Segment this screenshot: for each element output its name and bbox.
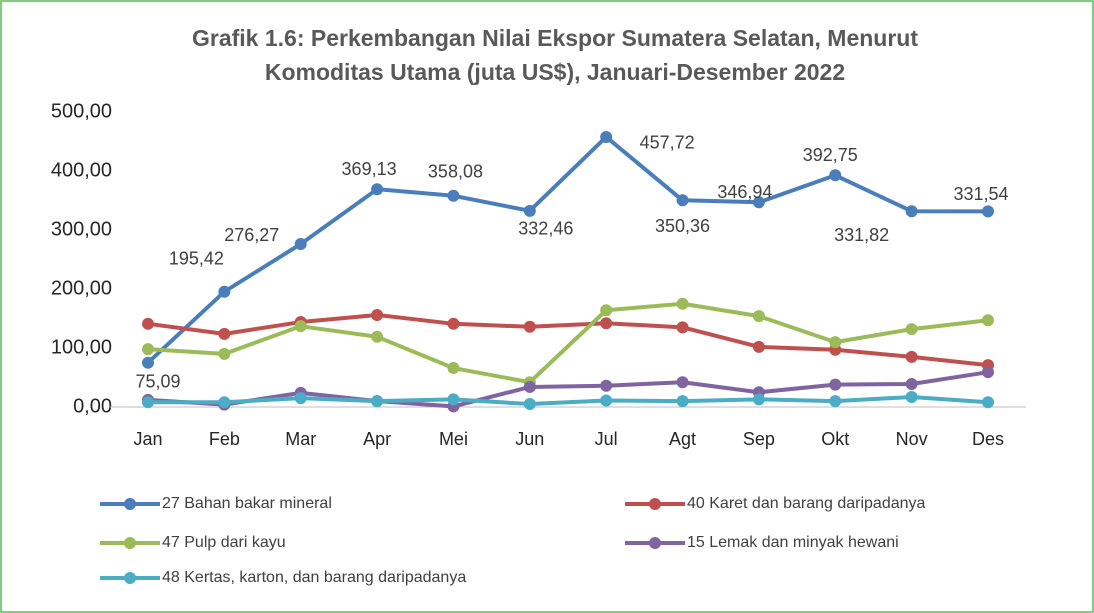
x-tick-label: Okt — [821, 429, 849, 449]
data-point — [447, 189, 460, 202]
data-point — [676, 297, 689, 310]
x-tick-label: Mei — [439, 429, 468, 449]
data-point — [523, 380, 536, 393]
data-point — [218, 327, 231, 340]
data-point — [142, 343, 154, 356]
data-label: 346,94 — [717, 182, 772, 202]
data-point — [371, 330, 384, 343]
data-label: 195,42 — [169, 248, 224, 268]
data-point — [294, 392, 307, 405]
legend-marker — [124, 572, 136, 584]
data-point — [294, 320, 307, 333]
x-tick-label: Nov — [896, 429, 928, 449]
data-point — [752, 196, 765, 209]
data-point — [676, 376, 689, 389]
legend-marker — [649, 498, 661, 510]
y-tick-label: 100,00 — [51, 336, 112, 358]
data-point — [371, 308, 384, 321]
series-line — [147, 370, 989, 409]
x-tick-label: Feb — [209, 429, 240, 449]
data-point — [523, 204, 536, 217]
data-point — [752, 310, 765, 323]
x-tick-label: Des — [972, 429, 1004, 449]
data-point — [905, 323, 918, 336]
data-point — [829, 378, 842, 391]
data-point — [142, 396, 154, 409]
x-tick-label: Sep — [743, 429, 775, 449]
data-point — [371, 395, 384, 408]
y-tick-label: 0,00 — [73, 395, 112, 417]
legend-label: 27 Bahan bakar mineral — [162, 495, 332, 512]
data-point — [905, 205, 918, 218]
x-tick-label: Mar — [285, 429, 316, 449]
x-tick-label: Jan — [133, 429, 162, 449]
series-line — [148, 394, 989, 407]
data-label: 392,75 — [803, 145, 858, 165]
legend-label: 48 Kertas, karton, dan barang daripadany… — [162, 569, 466, 586]
data-point — [447, 362, 460, 375]
y-tick-label: 400,00 — [51, 159, 112, 181]
series-line — [147, 312, 989, 368]
legend-label: 47 Pulp dari kayu — [162, 534, 286, 551]
chart-title: Grafik 1.6: Perkembangan Nilai Ekspor Su… — [192, 25, 918, 51]
data-point — [752, 340, 765, 353]
data-point — [447, 317, 460, 330]
data-point — [829, 395, 842, 408]
data-point — [676, 395, 689, 408]
data-point — [371, 183, 384, 196]
y-tick-label: 200,00 — [51, 277, 112, 299]
x-tick-label: Jun — [515, 429, 544, 449]
data-label: 331,82 — [834, 225, 889, 245]
legend-label: 40 Karet dan barang daripadanya — [687, 495, 926, 512]
legend-marker — [124, 537, 136, 549]
data-point — [600, 304, 613, 317]
data-point — [447, 393, 460, 406]
data-point — [829, 336, 842, 349]
data-label: 369,13 — [342, 159, 397, 179]
y-tick-label: 300,00 — [51, 218, 112, 240]
x-tick-label: Agt — [669, 429, 696, 449]
data-point — [905, 377, 918, 390]
legend-marker — [649, 537, 661, 549]
legend-label: 15 Lemak dan minyak hewani — [687, 534, 899, 551]
data-point — [676, 321, 689, 334]
data-point — [218, 347, 231, 360]
x-tick-label: Jul — [595, 429, 618, 449]
data-point — [982, 366, 994, 379]
data-point — [600, 394, 613, 407]
data-point — [600, 130, 613, 143]
data-label: 75,09 — [135, 371, 180, 391]
data-label: 457,72 — [640, 133, 695, 153]
data-label: 331,54 — [953, 184, 1008, 204]
data-point — [905, 350, 918, 363]
chart-title: Komoditas Utama (juta US$), Januari-Dese… — [265, 59, 845, 85]
data-point — [600, 317, 613, 330]
legend-marker — [124, 498, 136, 510]
data-point — [218, 396, 231, 409]
data-point — [982, 314, 994, 327]
data-point — [142, 317, 154, 330]
x-tick-label: Apr — [363, 429, 391, 449]
data-point — [142, 356, 154, 369]
data-point — [600, 379, 613, 392]
data-point — [676, 194, 689, 207]
data-point — [982, 205, 994, 218]
y-tick-label: 500,00 — [51, 100, 112, 122]
data-point — [829, 169, 842, 182]
data-point — [523, 398, 536, 411]
series-line — [146, 134, 989, 365]
data-point — [218, 285, 231, 298]
data-point — [294, 238, 307, 251]
series-line — [147, 301, 989, 385]
data-point — [523, 320, 536, 333]
data-point — [982, 396, 994, 409]
data-point — [752, 393, 765, 406]
data-label: 332,46 — [518, 219, 573, 239]
data-label: 276,27 — [224, 225, 279, 245]
data-label: 350,36 — [655, 216, 710, 236]
data-label: 358,08 — [428, 161, 483, 181]
data-point — [905, 390, 918, 403]
